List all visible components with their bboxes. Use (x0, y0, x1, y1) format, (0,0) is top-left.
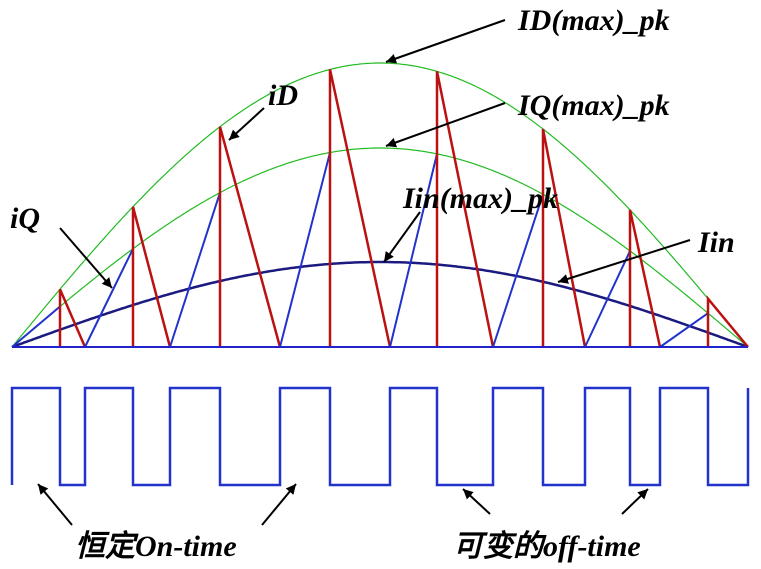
label-on-time: 恒定On-time (75, 529, 237, 563)
label-iin-max: Iin(max)_pk (402, 182, 558, 215)
gate-pulse (10, 386, 750, 487)
iq-ramp (11, 305, 61, 348)
label-id-max: ID(max)_pk (517, 4, 670, 37)
arrow (621, 488, 649, 515)
id-ramp (131, 206, 172, 348)
iq-ramp (84, 248, 134, 348)
arrow (385, 102, 506, 148)
arrow (261, 483, 297, 526)
label-off-time: 可变的off-time (453, 529, 641, 563)
id-ramp (706, 295, 749, 348)
arrow (462, 488, 491, 515)
id-ramp (435, 71, 495, 348)
iq-ramp (492, 193, 544, 348)
waveforms (10, 62, 750, 487)
label-id: iD (268, 79, 298, 112)
arrow (228, 107, 265, 141)
id-max-envelope (11, 62, 749, 348)
arrow (59, 227, 113, 289)
iq-ramp (389, 153, 438, 348)
id-ramp (58, 288, 87, 348)
iq-ramp (659, 312, 709, 348)
arrow (557, 239, 691, 284)
label-iin: Iin (697, 226, 735, 259)
label-iq: iQ (10, 202, 40, 235)
id-ramp (541, 128, 587, 348)
arrow (383, 211, 421, 263)
iq-ramp (584, 250, 631, 348)
iin-curve (11, 260, 749, 349)
id-ramp (218, 126, 282, 348)
arrow (385, 19, 506, 64)
iq-max-envelope (11, 147, 749, 348)
id-ramp (328, 69, 392, 348)
label-iq-max: IQ(max)_pk (517, 89, 670, 122)
id-ramp (628, 209, 662, 348)
iq-ramp (279, 152, 331, 348)
iq-ramp (169, 192, 221, 348)
arrow (37, 483, 73, 526)
